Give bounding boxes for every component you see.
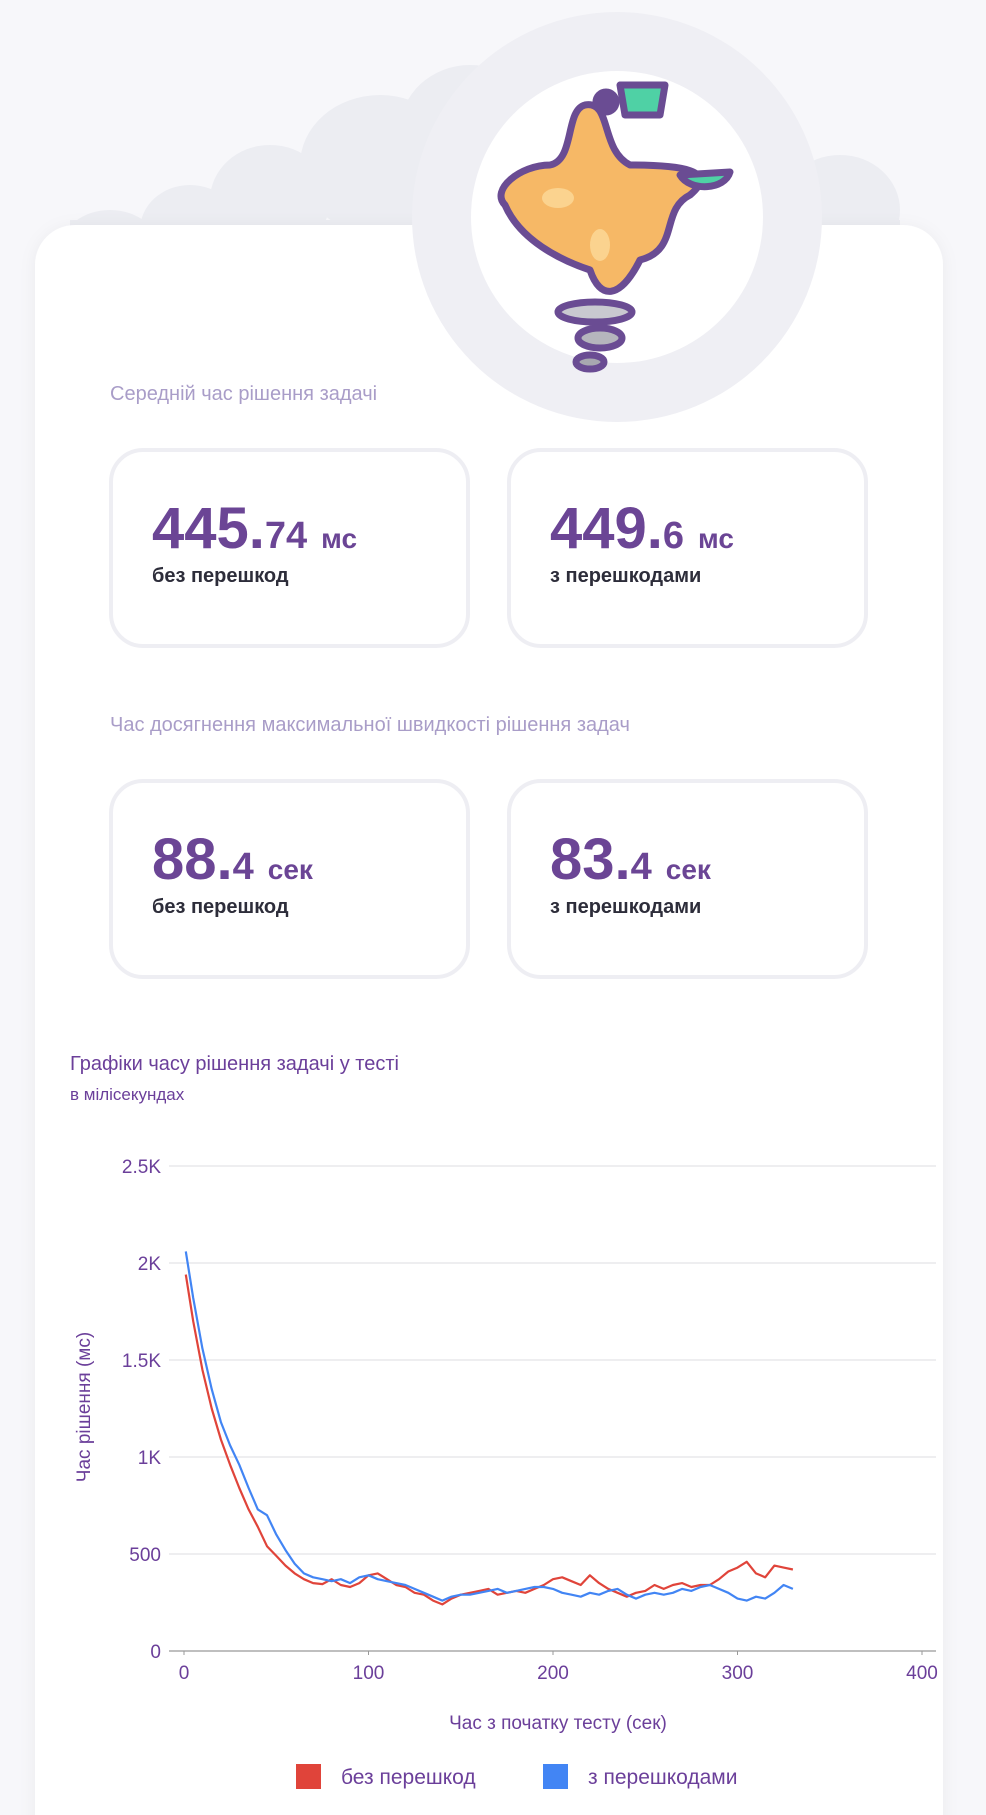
section-heading: Час досягнення максимальної швидкості рі… [110, 714, 630, 736]
y-tick-label: 1K [138, 1448, 162, 1469]
stat-value: 445.74 мс [152, 496, 357, 561]
stat-unit: мс [698, 523, 734, 554]
mascot [497, 81, 734, 373]
y-tick-label: 2.5K [122, 1157, 161, 1178]
x-tick-label: 100 [353, 1663, 385, 1684]
y-axis-title: Час рішення (мс) [74, 1332, 95, 1482]
x-tick-label: 300 [722, 1663, 754, 1684]
x-tick-label: 0 [179, 1663, 190, 1684]
plot: 0 500 1K 1.5K 2K 2.5K 0 100 200 300 400 без перешко… [122, 1157, 938, 1789]
y-tick-label: 1.5K [122, 1351, 161, 1372]
x-tick-label: 200 [537, 1663, 569, 1684]
series-line [184, 1274, 794, 1606]
stat-whole: 83. [550, 827, 631, 892]
stat-whole: 449. [550, 496, 663, 561]
stat-unit: мс [321, 523, 357, 554]
stat-card [507, 448, 868, 648]
stat-whole: 88. [152, 827, 233, 892]
stat-label: без перешкод [152, 896, 289, 918]
stat-label: з перешкодами [550, 565, 701, 587]
section-heading: Середній час рішення задачі [110, 383, 377, 405]
chart-subtitle: в мілісекундах [70, 1085, 185, 1104]
y-tick-label: 0 [150, 1642, 161, 1663]
legend-swatch [543, 1764, 568, 1789]
stat-fraction: 6 [663, 515, 684, 557]
stat-fraction: 4 [233, 846, 254, 888]
stat-cards: 445.74 мс без перешкод 449.6 мс з перешкодами… [109, 448, 868, 979]
stat-label: без перешкод [152, 565, 289, 587]
series-line [184, 1251, 794, 1602]
y-tick-label: 2K [138, 1254, 162, 1275]
stat-whole: 445. [152, 496, 265, 561]
stat-card [507, 779, 868, 979]
legend-label: з перешкодами [588, 1766, 737, 1789]
stat-fraction: 74 [265, 515, 307, 557]
y-tick-label: 500 [129, 1545, 161, 1566]
stat-card [109, 448, 470, 648]
stat-value: 83.4 сек [550, 827, 712, 892]
stat-card [109, 779, 470, 979]
stat-value: 88.4 сек [152, 827, 314, 892]
stat-unit: сек [268, 854, 314, 885]
chart-title: Графіки часу рішення задачі у тесті [70, 1053, 399, 1075]
stat-unit: сек [666, 854, 712, 885]
legend-swatch [296, 1764, 321, 1789]
x-axis-title: Час з початку тесту (сек) [449, 1713, 667, 1734]
stat-value: 449.6 мс [550, 496, 734, 561]
x-tick-label: 400 [906, 1663, 938, 1684]
legend-label: без перешкод [341, 1766, 476, 1789]
stat-fraction: 4 [631, 846, 652, 888]
stat-label: з перешкодами [550, 896, 701, 918]
